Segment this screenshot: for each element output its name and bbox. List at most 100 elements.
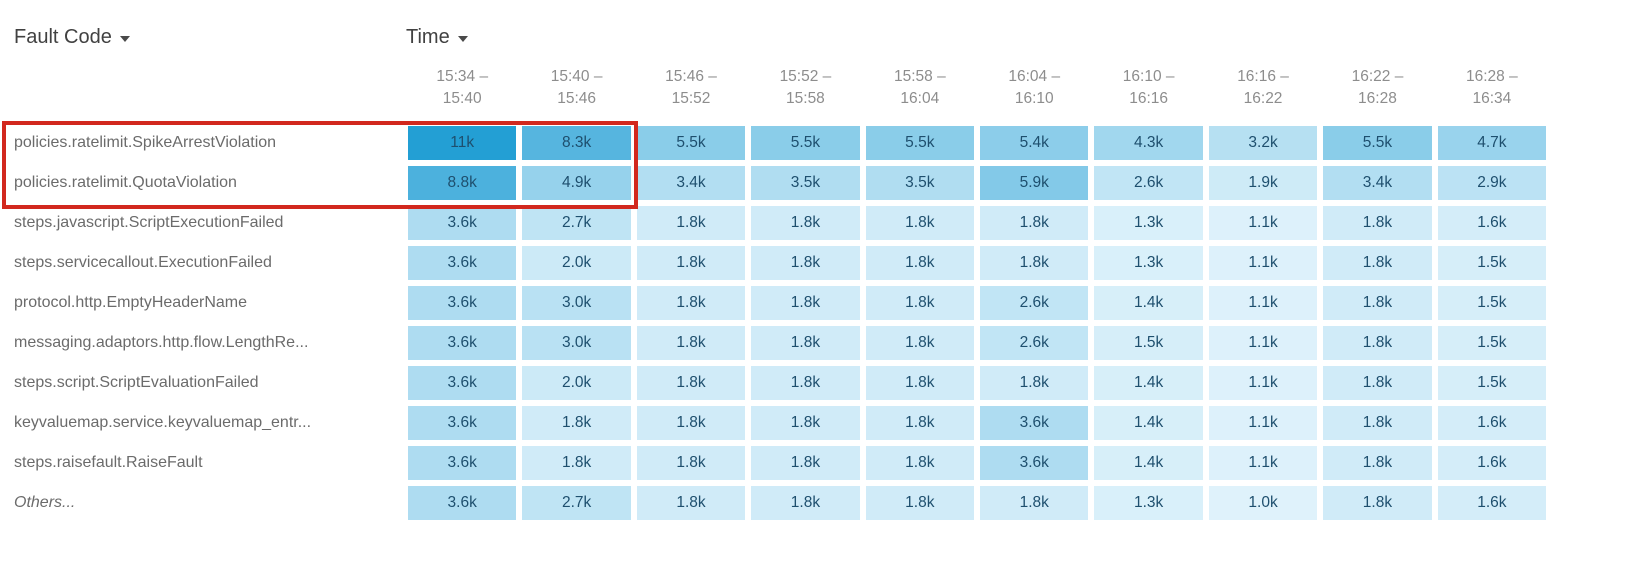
- heatmap-cell[interactable]: 3.6k: [980, 446, 1089, 480]
- heatmap-cell[interactable]: 1.6k: [1437, 406, 1547, 440]
- heatmap-cell[interactable]: 1.3k: [1094, 486, 1203, 520]
- heatmap-cell[interactable]: 1.9k: [1208, 166, 1318, 200]
- heatmap-cell[interactable]: 5.5k: [636, 126, 746, 160]
- heatmap-cell[interactable]: 1.8k: [865, 446, 975, 480]
- heatmap-cell[interactable]: 1.8k: [980, 366, 1089, 400]
- heatmap-cell[interactable]: 1.3k: [1094, 206, 1203, 240]
- heatmap-cell[interactable]: 8.8k: [408, 166, 517, 200]
- heatmap-cell[interactable]: 1.8k: [1323, 206, 1432, 240]
- heatmap-cell[interactable]: 3.6k: [408, 366, 517, 400]
- heatmap-cell[interactable]: 1.4k: [1094, 286, 1203, 320]
- heatmap-cell[interactable]: 1.8k: [636, 406, 746, 440]
- heatmap-cell[interactable]: 3.4k: [1323, 166, 1432, 200]
- heatmap-cell[interactable]: 1.0k: [1208, 486, 1318, 520]
- heatmap-cell[interactable]: 2.6k: [980, 286, 1089, 320]
- heatmap-cell[interactable]: 3.6k: [408, 286, 517, 320]
- heatmap-cell[interactable]: 2.0k: [522, 366, 631, 400]
- heatmap-cell[interactable]: 1.5k: [1437, 246, 1547, 280]
- heatmap-cell[interactable]: 3.6k: [408, 326, 517, 360]
- heatmap-cell[interactable]: 4.3k: [1094, 126, 1203, 160]
- heatmap-cell[interactable]: 1.8k: [865, 286, 975, 320]
- heatmap-cell[interactable]: 1.8k: [751, 326, 860, 360]
- heatmap-cell[interactable]: 1.8k: [522, 446, 631, 480]
- heatmap-cell[interactable]: 1.8k: [980, 486, 1089, 520]
- heatmap-cell[interactable]: 1.8k: [751, 246, 860, 280]
- heatmap-cell[interactable]: 1.8k: [522, 406, 631, 440]
- heatmap-cell[interactable]: 1.8k: [865, 206, 975, 240]
- heatmap-cell[interactable]: 5.5k: [751, 126, 860, 160]
- heatmap-cell[interactable]: 1.1k: [1208, 366, 1318, 400]
- heatmap-cell[interactable]: 5.5k: [865, 126, 975, 160]
- heatmap-cell[interactable]: 1.8k: [636, 246, 746, 280]
- heatmap-cell[interactable]: 1.1k: [1208, 206, 1318, 240]
- heatmap-cell[interactable]: 1.4k: [1094, 366, 1203, 400]
- heatmap-cell[interactable]: 1.8k: [636, 286, 746, 320]
- heatmap-cell[interactable]: 1.8k: [751, 206, 860, 240]
- heatmap-cell[interactable]: 5.9k: [980, 166, 1089, 200]
- heatmap-cell[interactable]: 1.4k: [1094, 446, 1203, 480]
- heatmap-cell[interactable]: 1.6k: [1437, 446, 1547, 480]
- time-dropdown[interactable]: Time: [406, 26, 468, 49]
- heatmap-cell[interactable]: 1.8k: [1323, 406, 1432, 440]
- heatmap-cell[interactable]: 3.6k: [408, 486, 517, 520]
- heatmap-cell[interactable]: 5.4k: [980, 126, 1089, 160]
- heatmap-cell[interactable]: 2.6k: [980, 326, 1089, 360]
- heatmap-cell[interactable]: 1.5k: [1437, 326, 1547, 360]
- heatmap-cell[interactable]: 2.9k: [1437, 166, 1547, 200]
- heatmap-cell[interactable]: 1.8k: [751, 366, 860, 400]
- heatmap-cell[interactable]: 2.0k: [522, 246, 631, 280]
- heatmap-cell[interactable]: 1.8k: [751, 286, 860, 320]
- heatmap-cell[interactable]: 1.8k: [865, 486, 975, 520]
- heatmap-cell[interactable]: 3.6k: [408, 406, 517, 440]
- heatmap-cell[interactable]: 1.3k: [1094, 246, 1203, 280]
- heatmap-cell[interactable]: 8.3k: [522, 126, 631, 160]
- heatmap-cell[interactable]: 1.8k: [1323, 326, 1432, 360]
- heatmap-cell[interactable]: 1.8k: [751, 486, 860, 520]
- heatmap-cell[interactable]: 2.7k: [522, 206, 631, 240]
- heatmap-cell[interactable]: 3.6k: [980, 406, 1089, 440]
- heatmap-cell[interactable]: 1.8k: [636, 486, 746, 520]
- heatmap-cell[interactable]: 3.2k: [1208, 126, 1318, 160]
- heatmap-cell[interactable]: 3.5k: [865, 166, 975, 200]
- heatmap-cell[interactable]: 3.0k: [522, 326, 631, 360]
- heatmap-cell[interactable]: 2.7k: [522, 486, 631, 520]
- heatmap-cell[interactable]: 1.1k: [1208, 246, 1318, 280]
- heatmap-cell[interactable]: 1.8k: [980, 206, 1089, 240]
- heatmap-cell[interactable]: 1.8k: [636, 206, 746, 240]
- heatmap-cell[interactable]: 1.8k: [865, 326, 975, 360]
- heatmap-cell[interactable]: 3.6k: [408, 246, 517, 280]
- heatmap-cell[interactable]: 4.7k: [1437, 126, 1547, 160]
- heatmap-cell[interactable]: 5.5k: [1323, 126, 1432, 160]
- heatmap-cell[interactable]: 1.8k: [636, 326, 746, 360]
- heatmap-cell[interactable]: 1.8k: [980, 246, 1089, 280]
- heatmap-cell[interactable]: 1.5k: [1094, 326, 1203, 360]
- heatmap-cell[interactable]: 11k: [408, 126, 517, 160]
- heatmap-cell[interactable]: 1.8k: [1323, 246, 1432, 280]
- heatmap-cell[interactable]: 1.8k: [865, 366, 975, 400]
- heatmap-cell[interactable]: 1.1k: [1208, 286, 1318, 320]
- heatmap-cell[interactable]: 1.8k: [636, 366, 746, 400]
- heatmap-cell[interactable]: 1.8k: [1323, 286, 1432, 320]
- heatmap-cell[interactable]: 1.8k: [751, 406, 860, 440]
- heatmap-cell[interactable]: 1.1k: [1208, 446, 1318, 480]
- heatmap-cell[interactable]: 3.6k: [408, 446, 517, 480]
- heatmap-cell[interactable]: 1.8k: [751, 446, 860, 480]
- heatmap-cell[interactable]: 3.0k: [522, 286, 631, 320]
- heatmap-cell[interactable]: 1.8k: [636, 446, 746, 480]
- heatmap-cell[interactable]: 1.8k: [1323, 366, 1432, 400]
- heatmap-cell[interactable]: 1.6k: [1437, 486, 1547, 520]
- heatmap-cell[interactable]: 2.6k: [1094, 166, 1203, 200]
- heatmap-cell[interactable]: 4.9k: [522, 166, 631, 200]
- heatmap-cell[interactable]: 3.4k: [636, 166, 746, 200]
- heatmap-cell[interactable]: 1.8k: [865, 246, 975, 280]
- heatmap-cell[interactable]: 1.4k: [1094, 406, 1203, 440]
- heatmap-cell[interactable]: 1.5k: [1437, 286, 1547, 320]
- heatmap-cell[interactable]: 1.1k: [1208, 406, 1318, 440]
- heatmap-cell[interactable]: 1.8k: [865, 406, 975, 440]
- heatmap-cell[interactable]: 3.5k: [751, 166, 860, 200]
- heatmap-cell[interactable]: 1.5k: [1437, 366, 1547, 400]
- heatmap-cell[interactable]: 1.8k: [1323, 486, 1432, 520]
- heatmap-cell[interactable]: 1.8k: [1323, 446, 1432, 480]
- heatmap-cell[interactable]: 1.6k: [1437, 206, 1547, 240]
- fault-code-dropdown[interactable]: Fault Code: [14, 26, 130, 49]
